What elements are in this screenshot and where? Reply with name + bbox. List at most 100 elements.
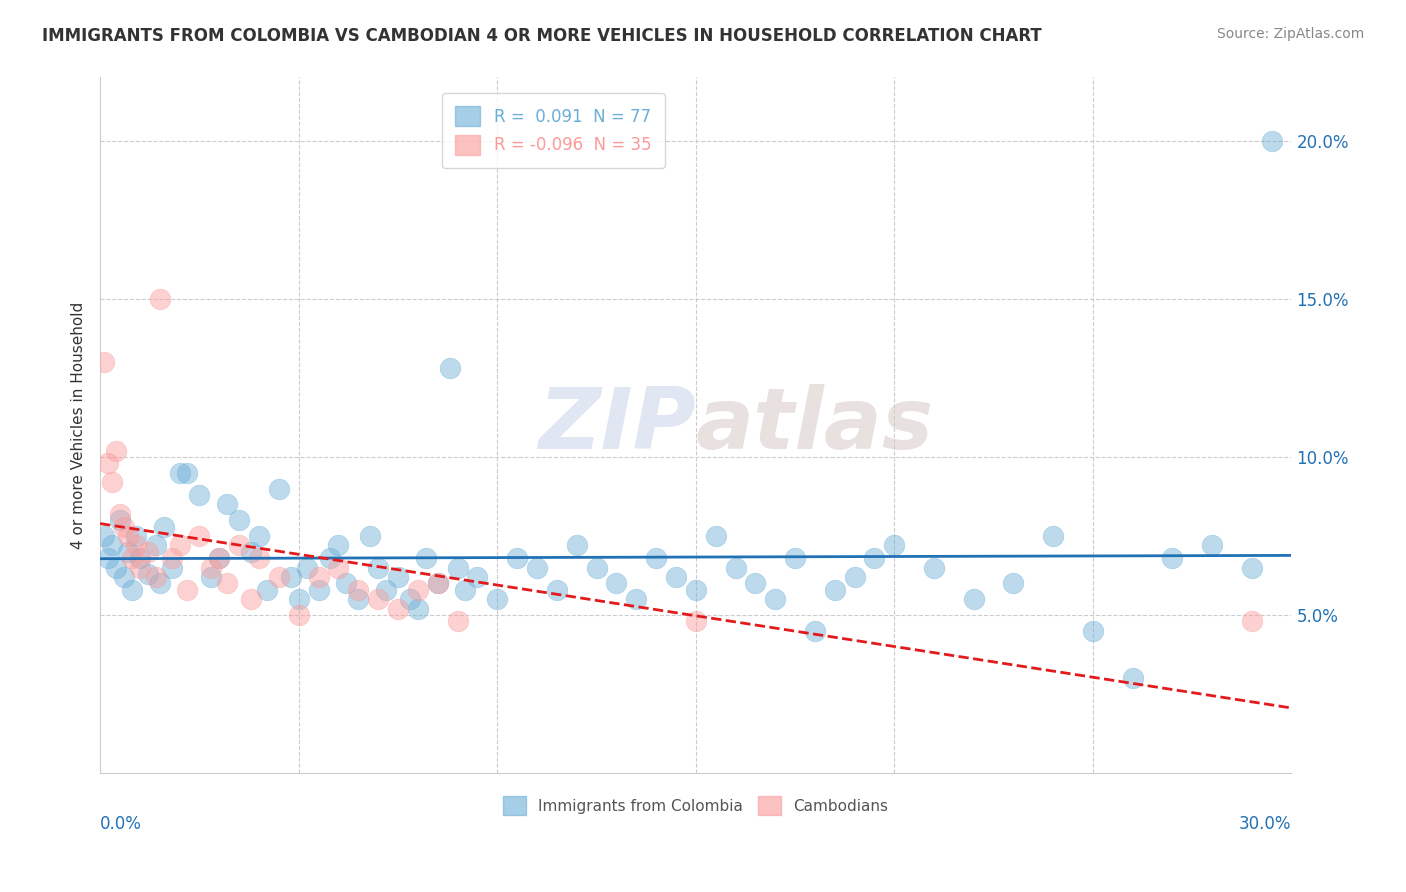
Point: [228, 539, 250, 553]
Point: [367, 560, 389, 574]
Point: [200, 570, 222, 584]
Point: [125, 529, 148, 543]
Point: [367, 592, 389, 607]
Point: [208, 551, 231, 566]
Point: [347, 592, 370, 607]
Point: [439, 361, 461, 376]
Point: [1122, 671, 1144, 685]
Point: [406, 582, 429, 597]
Point: [93, 529, 115, 543]
Point: [328, 560, 350, 574]
Point: [176, 466, 198, 480]
Point: [188, 488, 211, 502]
Point: [406, 601, 429, 615]
Point: [217, 576, 239, 591]
Point: [328, 539, 350, 553]
Point: [454, 582, 477, 597]
Point: [287, 608, 309, 623]
Y-axis label: 4 or more Vehicles in Household: 4 or more Vehicles in Household: [72, 301, 86, 549]
Point: [1240, 560, 1263, 574]
Point: [176, 582, 198, 597]
Point: [467, 570, 489, 584]
Point: [446, 560, 468, 574]
Point: [744, 576, 766, 591]
Point: [387, 601, 409, 615]
Point: [783, 551, 806, 566]
Point: [97, 456, 120, 470]
Point: [335, 576, 357, 591]
Point: [804, 624, 827, 638]
Text: 30.0%: 30.0%: [1239, 815, 1292, 833]
Point: [319, 551, 342, 566]
Point: [240, 592, 263, 607]
Point: [685, 615, 707, 629]
Point: [1260, 134, 1282, 148]
Point: [863, 551, 886, 566]
Point: [546, 582, 568, 597]
Point: [267, 482, 290, 496]
Point: [347, 582, 370, 597]
Point: [108, 513, 131, 527]
Point: [169, 539, 191, 553]
Point: [506, 551, 529, 566]
Point: [112, 570, 135, 584]
Point: [426, 576, 449, 591]
Text: ZIP: ZIP: [538, 384, 696, 467]
Text: 0.0%: 0.0%: [100, 815, 142, 833]
Point: [605, 576, 627, 591]
Point: [145, 570, 167, 584]
Point: [105, 560, 128, 574]
Point: [1201, 539, 1223, 553]
Point: [149, 576, 172, 591]
Point: [200, 560, 222, 574]
Point: [152, 519, 174, 533]
Point: [108, 507, 131, 521]
Point: [359, 529, 381, 543]
Point: [247, 529, 270, 543]
Point: [1161, 551, 1184, 566]
Point: [128, 560, 150, 574]
Point: [883, 539, 905, 553]
Point: [217, 497, 239, 511]
Point: [112, 519, 135, 533]
Point: [267, 570, 290, 584]
Point: [256, 582, 278, 597]
Point: [1042, 529, 1064, 543]
Point: [1240, 615, 1263, 629]
Point: [101, 475, 124, 490]
Point: [128, 551, 150, 566]
Point: [149, 292, 172, 306]
Point: [101, 539, 124, 553]
Point: [724, 560, 747, 574]
Point: [308, 582, 330, 597]
Point: [963, 592, 986, 607]
Point: [565, 539, 588, 553]
Point: [287, 592, 309, 607]
Point: [375, 582, 398, 597]
Point: [922, 560, 945, 574]
Text: Source: ZipAtlas.com: Source: ZipAtlas.com: [1216, 27, 1364, 41]
Point: [121, 582, 143, 597]
Point: [446, 615, 468, 629]
Point: [169, 466, 191, 480]
Point: [208, 551, 231, 566]
Point: [415, 551, 437, 566]
Point: [763, 592, 786, 607]
Point: [240, 545, 263, 559]
Point: [426, 576, 449, 591]
Point: [145, 539, 167, 553]
Text: atlas: atlas: [696, 384, 934, 467]
Point: [704, 529, 727, 543]
Point: [160, 560, 183, 574]
Point: [117, 545, 139, 559]
Point: [585, 560, 607, 574]
Text: IMMIGRANTS FROM COLOMBIA VS CAMBODIAN 4 OR MORE VEHICLES IN HOUSEHOLD CORRELATIO: IMMIGRANTS FROM COLOMBIA VS CAMBODIAN 4 …: [42, 27, 1042, 45]
Point: [228, 513, 250, 527]
Point: [844, 570, 866, 584]
Point: [626, 592, 648, 607]
Point: [247, 551, 270, 566]
Point: [645, 551, 668, 566]
Point: [1081, 624, 1104, 638]
Point: [136, 566, 159, 581]
Point: [665, 570, 688, 584]
